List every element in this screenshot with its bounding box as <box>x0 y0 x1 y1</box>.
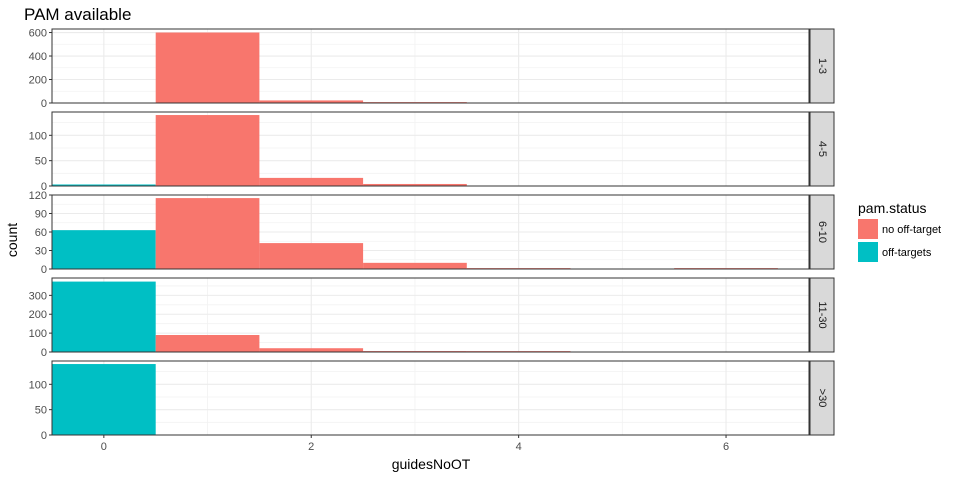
y-tick-label: 50 <box>35 156 47 168</box>
y-tick-label: 0 <box>41 430 47 442</box>
histogram-bar <box>155 115 260 186</box>
histogram-bar <box>363 183 467 186</box>
legend-key-swatch <box>858 242 878 262</box>
facet-panel-2: 0 50 100 4-5 <box>29 111 835 193</box>
y-axis-title: count <box>4 223 20 257</box>
legend-entry-label: no off-target <box>882 224 941 236</box>
y-tick-label: 0 <box>41 98 47 110</box>
facet-panel-1: 0 200 400 600 1-3 <box>29 28 835 110</box>
histogram-bar <box>52 364 156 435</box>
y-tick-label: 30 <box>35 246 47 258</box>
facet-strip <box>809 28 835 104</box>
legend-entry-label: off-targets <box>882 247 932 259</box>
histogram-bar <box>259 177 364 186</box>
x-tick-label: 0 <box>101 441 107 453</box>
x-tick-label: 6 <box>723 441 729 453</box>
histogram-bar <box>155 335 260 352</box>
y-tick-label: 0 <box>41 264 47 276</box>
y-tick-label: 600 <box>29 28 47 40</box>
facet-panel-5: 0 50 100 >30 <box>29 360 835 442</box>
histogram-bar <box>155 32 260 103</box>
y-tick-label: 100 <box>29 379 47 391</box>
y-tick-label: 60 <box>35 227 47 239</box>
facet-panel-3: 0 30 60 90 120 6-10 <box>29 190 835 276</box>
x-tick-label: 2 <box>308 441 314 453</box>
panel-border <box>51 111 810 187</box>
y-tick-label: 100 <box>29 328 47 340</box>
facet-panels: 0 200 400 600 1-3 0 50 100 4-5 0 30 60 90 120 6-10 0 100… <box>29 28 835 442</box>
x-tick-label: 4 <box>516 441 522 453</box>
histogram-bar <box>155 198 260 269</box>
histogram-bar <box>259 243 364 269</box>
facet-strip <box>809 277 835 353</box>
facet-strip-label: 11-30 <box>816 301 828 328</box>
y-tick-label: 120 <box>29 190 47 202</box>
histogram-bar <box>52 184 156 186</box>
y-tick-label: 300 <box>29 290 47 302</box>
facet-panel-4: 0 100 200 300 11-30 <box>29 277 835 359</box>
panel-border <box>51 28 810 104</box>
y-tick-label: 90 <box>35 209 47 221</box>
chart-title: PAM available <box>24 5 131 24</box>
x-axis: 0 2 4 6 <box>101 435 729 453</box>
legend-title: pam.status <box>858 200 926 216</box>
y-tick-label: 0 <box>41 181 47 193</box>
facet-strip-label: 6-10 <box>816 221 828 243</box>
y-tick-label: 50 <box>35 405 47 417</box>
panel-background <box>52 361 809 435</box>
y-tick-label: 200 <box>29 309 47 321</box>
histogram-bar <box>259 348 364 352</box>
histogram-bar <box>363 262 467 269</box>
facet-strip-label: >30 <box>816 389 828 408</box>
panel-border <box>51 360 810 436</box>
y-tick-label: 100 <box>29 130 47 142</box>
histogram-bar <box>52 230 156 269</box>
legend: pam.status no off-target off-targets <box>858 200 941 262</box>
facet-strip <box>809 194 835 270</box>
histogram-bar <box>52 281 156 352</box>
y-tick-label: 0 <box>41 347 47 359</box>
y-tick-label: 400 <box>29 51 47 63</box>
x-axis-title: guidesNoOT <box>392 456 471 472</box>
facet-strip <box>809 111 835 187</box>
panel-border <box>51 277 810 353</box>
facet-strip <box>809 360 835 436</box>
facet-strip-label: 1-3 <box>816 58 828 74</box>
y-tick-label: 200 <box>29 75 47 87</box>
legend-key-swatch <box>858 219 878 239</box>
histogram-bar <box>259 100 364 103</box>
facet-strip-label: 4-5 <box>816 141 828 157</box>
